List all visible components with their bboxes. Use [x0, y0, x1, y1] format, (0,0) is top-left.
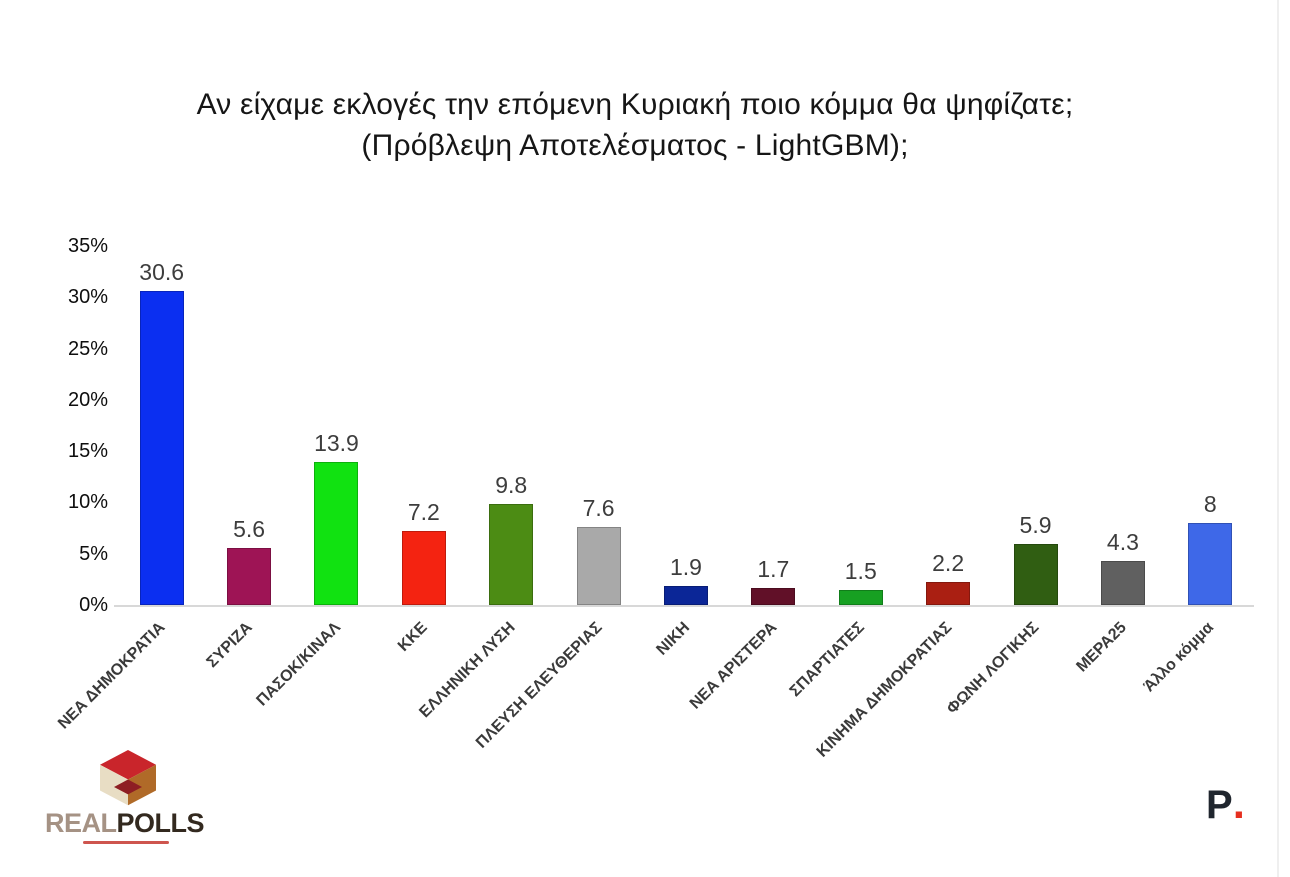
realpolls-logo: REALPOLLS: [45, 750, 205, 844]
bar-10: [1013, 544, 1058, 605]
y-axis-tick-label: 35%: [67, 235, 108, 257]
bar-8: [838, 589, 883, 605]
bar-12: [1188, 522, 1233, 605]
x-axis-category-label: ΝΕΑ ΑΡΙΣΤΕΡΑ: [686, 619, 781, 713]
chart-title-line2: (Πρόβλεψη Αποτελέσματος - LightGBM);: [361, 129, 909, 162]
p-logo-dot: .: [1232, 779, 1245, 828]
y-axis-tick-label: 10%: [67, 491, 108, 514]
y-axis-tick-label: 25%: [67, 337, 108, 360]
page-edge-divider: [1277, 0, 1279, 877]
bar-1: [227, 547, 272, 605]
bar-value-label: 9.8: [495, 472, 528, 499]
x-axis-category-label: ΣΥΡΙΖΑ: [203, 619, 257, 672]
bar-value-label: 5.9: [1019, 512, 1052, 539]
bar-0: [139, 291, 184, 605]
bar-2: [314, 462, 359, 605]
realpolls-wordmark: REALPOLLS: [45, 808, 205, 839]
y-axis-tick-label: 30%: [67, 286, 108, 309]
bar-value-label: 1.5: [844, 557, 877, 584]
x-axis-line: [114, 605, 1254, 607]
y-axis-tick-label: 20%: [67, 388, 108, 411]
bar-value-label: 2.2: [932, 550, 965, 577]
y-axis-tick-label: 0%: [79, 594, 108, 616]
x-axis-category-label: ΠΑΣΟΚ/ΚΙΝΑΛ: [253, 619, 344, 710]
x-axis-category-label: ΦΩΝΗ ΛΟΓΙΚΗΣ: [944, 619, 1043, 718]
realpolls-tagline: [83, 841, 169, 844]
bar-value-label: 7.2: [407, 499, 440, 526]
bar-5: [576, 527, 621, 605]
x-axis-category-label: ΜΕΡΑ25: [1073, 619, 1130, 676]
bar-value-label: 7.6: [582, 495, 615, 522]
bar-3: [401, 531, 446, 605]
realpolls-wordmark-polls: POLLS: [116, 808, 205, 838]
bar-7: [751, 587, 796, 605]
y-axis-tick-label: 5%: [79, 542, 108, 565]
bar-6: [664, 585, 708, 605]
realpolls-wordmark-real: REAL: [45, 808, 117, 838]
bar-value-label: 5.6: [233, 515, 266, 542]
x-axis-category-label: ΝΕΑ ΔΗΜΟΚΡΑΤΙΑ: [55, 619, 169, 733]
p-logo-letter: P: [1206, 783, 1233, 827]
bar-value-label: 1.7: [757, 555, 790, 582]
chart-title: Αν είχαμε εκλογές την επόμενη Κυριακή πο…: [0, 84, 1270, 166]
bar-value-label: 13.9: [314, 430, 359, 457]
bar-value-label: 1.9: [670, 553, 702, 580]
bar-9: [926, 582, 971, 605]
y-axis-tick-label: 15%: [67, 440, 108, 463]
x-axis-category-label: Άλλο κόμμα: [1140, 619, 1218, 696]
p-logo: P.: [1206, 782, 1245, 827]
realpolls-cube-icon: [100, 750, 156, 806]
bar-value-label: 8: [1203, 490, 1217, 517]
x-axis-category-label: ΕΛΛΗΝΙΚΗ ΛΥΣΗ: [416, 619, 519, 722]
bar-4: [489, 504, 534, 605]
bar-value-label: 4.3: [1106, 528, 1139, 555]
x-axis-category-label: ΚΚΕ: [394, 619, 431, 655]
chart-title-line1: Αν είχαμε εκλογές την επόμενη Κυριακή πο…: [196, 88, 1074, 121]
x-axis-category-label: ΣΠΑΡΤΙΑΤΕΣ: [786, 619, 868, 701]
bar-11: [1100, 560, 1145, 605]
x-axis-category-label: ΝΙΚΗ: [653, 619, 694, 659]
bar-value-label: 30.6: [139, 259, 185, 286]
